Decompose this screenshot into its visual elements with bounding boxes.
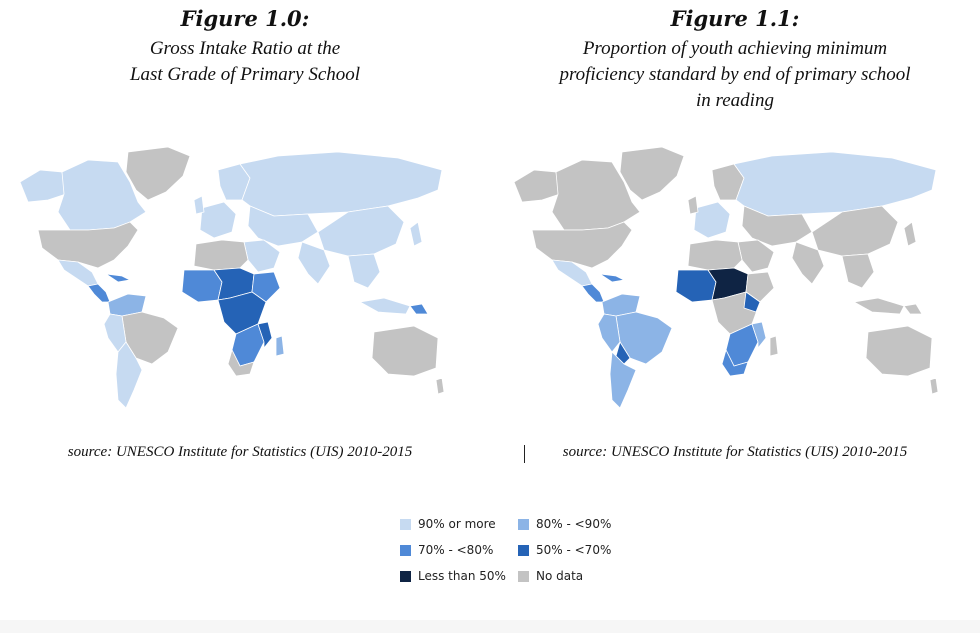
region-kenya — [743, 291, 761, 313]
region-west-africa — [181, 269, 223, 303]
region-greenland — [125, 146, 191, 201]
region-indonesia — [359, 297, 411, 315]
region-mozambique — [257, 321, 273, 349]
legend-swatch — [518, 570, 529, 582]
region-russia — [733, 151, 937, 217]
region-caribbean — [599, 273, 625, 283]
text-cursor — [524, 445, 525, 463]
region-central-africa — [217, 291, 267, 335]
region-west-africa — [675, 269, 717, 303]
region-alaska — [19, 169, 67, 203]
region-peru-bolivia — [597, 313, 621, 353]
region-uk — [193, 195, 205, 215]
world-map-gross-intake — [19, 146, 445, 409]
source-note: source: UNESCO Institute for Statistics … — [67, 444, 413, 460]
figure-gross-intake: Figure 1.0: Gross Intake Ratio at the La… — [0, 0, 490, 480]
region-central-america — [581, 283, 605, 303]
region-central-america — [87, 283, 111, 303]
region-southern-cone — [115, 341, 143, 409]
region-japan — [903, 221, 917, 247]
legend-label: No data — [536, 569, 584, 583]
figure-title-line: proficiency standard by end of primary s… — [559, 64, 911, 85]
region-nz — [435, 377, 445, 395]
region-japan — [409, 221, 423, 247]
legend-swatch — [400, 544, 411, 556]
legend-label: 70% - <80% — [418, 543, 494, 557]
region-caribbean — [105, 273, 131, 283]
legend-swatch — [518, 544, 529, 556]
figure-label: Figure 1.0: — [180, 6, 310, 31]
region-china — [811, 205, 899, 257]
region-india — [297, 241, 331, 285]
region-australia — [371, 325, 439, 377]
map-legend: 90% or more 80% - <90% 70% - <80% 50% - … — [400, 512, 640, 592]
figure-title-line: in reading — [696, 90, 774, 111]
region-greenland — [619, 146, 685, 201]
region-southern-cone — [609, 351, 637, 409]
region-madagascar — [275, 335, 285, 357]
bottom-strip — [0, 620, 980, 633]
legend-label: 90% or more — [418, 517, 496, 531]
figure-reading-proficiency: Figure 1.1: Proportion of youth achievin… — [490, 0, 980, 480]
legend-item: 90% or more — [400, 516, 496, 532]
figure-title: Gross Intake Ratio at the Last Grade of … — [0, 36, 490, 88]
region-europe-west — [199, 201, 237, 239]
region-east-horn — [251, 271, 281, 303]
region-china — [317, 205, 405, 257]
figure-label: Figure 1.1: — [670, 6, 800, 31]
region-europe-west — [693, 201, 731, 239]
region-south-africa — [721, 349, 749, 377]
region-russia — [239, 151, 443, 217]
legend-label: 80% - <90% — [536, 517, 612, 531]
world-map-reading — [513, 146, 939, 409]
figure-title-line: Last Grade of Primary School — [129, 64, 361, 85]
figure-title: Proportion of youth achieving minimum pr… — [490, 36, 980, 114]
region-nz — [929, 377, 939, 395]
region-png — [409, 303, 429, 315]
region-mozambique — [751, 321, 767, 349]
legend-swatch — [518, 518, 529, 530]
region-australia — [865, 325, 933, 377]
region-north-africa — [193, 239, 249, 271]
region-north-africa — [687, 239, 743, 271]
legend-item: No data — [518, 568, 583, 584]
legend-item: 80% - <90% — [518, 516, 611, 532]
region-png — [903, 303, 923, 315]
region-indonesia — [853, 297, 905, 315]
legend-item: 50% - <70% — [518, 542, 611, 558]
region-se-asia — [347, 253, 381, 289]
region-india — [791, 241, 825, 285]
figure-title-line: Proportion of youth achieving minimum — [582, 38, 888, 59]
region-uk — [687, 195, 699, 215]
figure-title-line: Gross Intake Ratio at the — [149, 38, 341, 59]
region-east-horn — [745, 271, 775, 303]
region-south-africa — [227, 349, 255, 377]
legend-label: 50% - <70% — [536, 543, 612, 557]
legend-swatch — [400, 518, 411, 530]
legend-swatch — [400, 570, 411, 582]
region-madagascar — [769, 335, 779, 357]
legend-item: 70% - <80% — [400, 542, 493, 558]
region-alaska — [513, 169, 561, 203]
legend-item: Less than 50% — [400, 568, 506, 584]
source-note: source: UNESCO Institute for Statistics … — [562, 444, 908, 460]
legend-label: Less than 50% — [418, 569, 506, 583]
region-se-asia — [841, 253, 875, 289]
